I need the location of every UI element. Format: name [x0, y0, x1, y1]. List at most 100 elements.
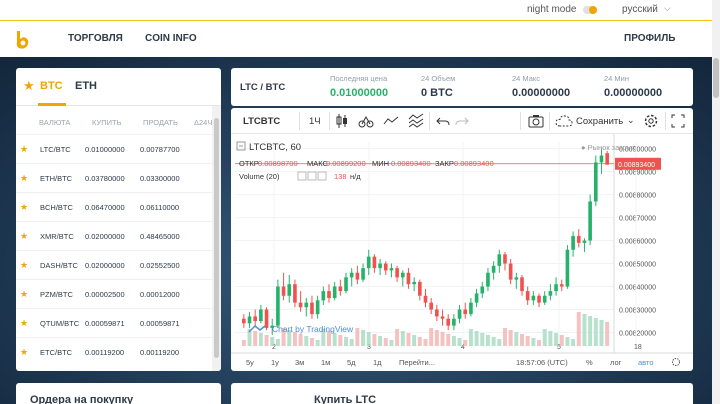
tradingview-logo-icon — [248, 324, 266, 333]
volume-bar — [287, 330, 292, 346]
range-button: 1д — [373, 358, 382, 367]
favorite-star-icon[interactable]: ★ — [20, 173, 29, 183]
candle-body — [491, 265, 496, 273]
favorite-star-icon[interactable]: ★ — [20, 202, 29, 212]
col-change[interactable]: Δ24Ч — [194, 118, 213, 127]
row-buy: 0.06470000 — [85, 203, 125, 212]
col-buy[interactable]: КУПИТЬ — [92, 118, 122, 127]
row-sell: 0.00119200 — [140, 348, 180, 357]
row-buy: 0.03780000 — [85, 174, 125, 183]
candle-body — [469, 302, 473, 315]
y-tick-label: 0.00820000 — [619, 331, 656, 338]
volume-bar — [378, 336, 383, 346]
compare-icon[interactable] — [383, 113, 399, 129]
volume-bar — [605, 322, 610, 346]
candles-type-icon[interactable] — [335, 113, 349, 129]
volume-bar — [463, 340, 468, 346]
tab-eth[interactable]: ETH — [75, 80, 97, 92]
nav-coin-info[interactable]: COIN INFO — [145, 33, 197, 44]
volume-bar — [400, 331, 405, 346]
volume-bar — [599, 320, 604, 346]
indicators-icon[interactable] — [358, 113, 374, 129]
markets-scrollbar-thumb[interactable] — [214, 118, 219, 358]
stat-volume: 24 Объем 0 BTC — [421, 74, 455, 99]
y-tick-label: 0.00830000 — [619, 308, 656, 315]
table-row[interactable]: ★ QTUM/BTC 0.00059871 0.00059871 — [16, 308, 212, 337]
y-tick-label: 0.00840000 — [619, 285, 656, 292]
x-tick-label: 2 — [272, 344, 276, 351]
table-row[interactable]: ★ ETH/BTC 0.03780000 0.03300000 — [16, 163, 212, 192]
table-row[interactable]: ★ BCH/BTC 0.06470000 0.06110000 — [16, 192, 212, 221]
volume-bar — [446, 334, 451, 346]
clock-label: 18:57:06 (UTC) — [516, 358, 568, 367]
favorite-star-icon[interactable]: ★ — [20, 231, 29, 241]
gear-icon[interactable] — [643, 113, 659, 129]
fullscreen-icon[interactable] — [671, 113, 685, 129]
redo-icon[interactable] — [455, 113, 469, 129]
volume-bar — [571, 339, 576, 346]
language-selector[interactable]: русский — [622, 4, 658, 15]
favorite-star-icon[interactable]: ★ — [20, 347, 29, 357]
tradingview-watermark: Chart by TradingView — [272, 324, 354, 334]
favorites-star-icon[interactable]: ★ — [23, 78, 35, 93]
ohlc-value: 0.00899200 — [326, 159, 366, 168]
candle-body — [321, 291, 326, 301]
candle-body — [588, 201, 592, 241]
night-mode-label: night mode — [527, 4, 577, 15]
volume-bar — [321, 329, 326, 346]
y-tick-label: 0.00890000 — [619, 170, 656, 177]
page-scrollbar-thumb[interactable] — [713, 58, 719, 98]
candle-body — [383, 263, 388, 271]
row-sell: 0.06110000 — [140, 203, 180, 212]
volume-bar — [542, 329, 547, 346]
table-row[interactable]: ★ LTC/BTC 0.01000000 0.00787700 — [16, 134, 212, 163]
table-row[interactable]: ★ DASH/BTC 0.02000000 0.02552500 — [16, 250, 212, 279]
current-pair: LTC / BTC — [240, 82, 286, 93]
symbol-search[interactable]: LTCBTC — [243, 116, 281, 127]
favorite-star-icon[interactable]: ★ — [20, 144, 29, 154]
volume-legend-value: 138 — [334, 172, 347, 181]
table-row[interactable]: ★ XMR/BTC 0.02000000 0.48465000 — [16, 221, 212, 250]
row-pair: BCH/BTC — [40, 203, 73, 212]
range-button: 1y — [271, 358, 279, 367]
volume-bar — [406, 333, 411, 346]
volume-bar — [366, 332, 371, 346]
volume-bar — [485, 335, 490, 346]
candlestick-chart[interactable]: 0.00900000 0.00890000 0.00880000 0.00870000… — [231, 134, 693, 371]
stat-min-value: 0.00000000 — [604, 87, 663, 99]
volume-bar — [349, 339, 354, 346]
volume-bar — [332, 333, 337, 346]
logo-icon[interactable] — [14, 29, 32, 51]
col-sell[interactable]: ПРОДАТЬ — [143, 118, 178, 127]
night-mode-toggle[interactable] — [583, 6, 597, 14]
favorite-star-icon[interactable]: ★ — [20, 260, 29, 270]
favorite-star-icon[interactable]: ★ — [20, 318, 29, 328]
volume-bar — [258, 333, 263, 346]
page-scrollbar[interactable] — [712, 0, 720, 404]
table-row[interactable]: ★ PZM/BTC 0.00002500 0.00012000 — [16, 279, 212, 308]
volume-bar — [457, 338, 462, 346]
nav-profile[interactable]: ПРОФИЛЬ — [624, 33, 676, 44]
save-dropdown-chevron-icon[interactable]: ⌄ — [627, 115, 635, 125]
col-currency[interactable]: ВАЛЮТА — [39, 118, 71, 127]
save-button[interactable]: Сохранить — [576, 116, 624, 127]
camera-icon[interactable] — [528, 113, 544, 129]
stat-last-price-value: 0.01000000 — [330, 87, 389, 99]
cloud-icon[interactable] — [555, 113, 573, 129]
nav-trade[interactable]: ТОРГОВЛЯ — [68, 33, 123, 44]
templates-icon[interactable] — [408, 113, 424, 129]
interval-button[interactable]: 1Ч — [309, 116, 321, 127]
candle-body — [559, 284, 564, 287]
undo-icon[interactable] — [436, 113, 450, 129]
candle-body — [503, 254, 507, 264]
markets-scrollbar[interactable] — [212, 106, 221, 371]
favorite-star-icon[interactable]: ★ — [20, 289, 29, 299]
stat-min: 24 Мин 0.00000000 — [604, 74, 662, 99]
candle-body — [355, 272, 360, 280]
x-tick-label: 3 — [367, 344, 371, 351]
y-tick-label: 0.00900000 — [619, 147, 656, 154]
volume-legend-na: н/д — [350, 172, 361, 181]
auto-toggle: авто — [638, 358, 654, 367]
tab-btc[interactable]: BTC — [40, 80, 63, 92]
table-row[interactable]: ★ ETC/BTC 0.00119200 0.00119200 — [16, 337, 212, 366]
